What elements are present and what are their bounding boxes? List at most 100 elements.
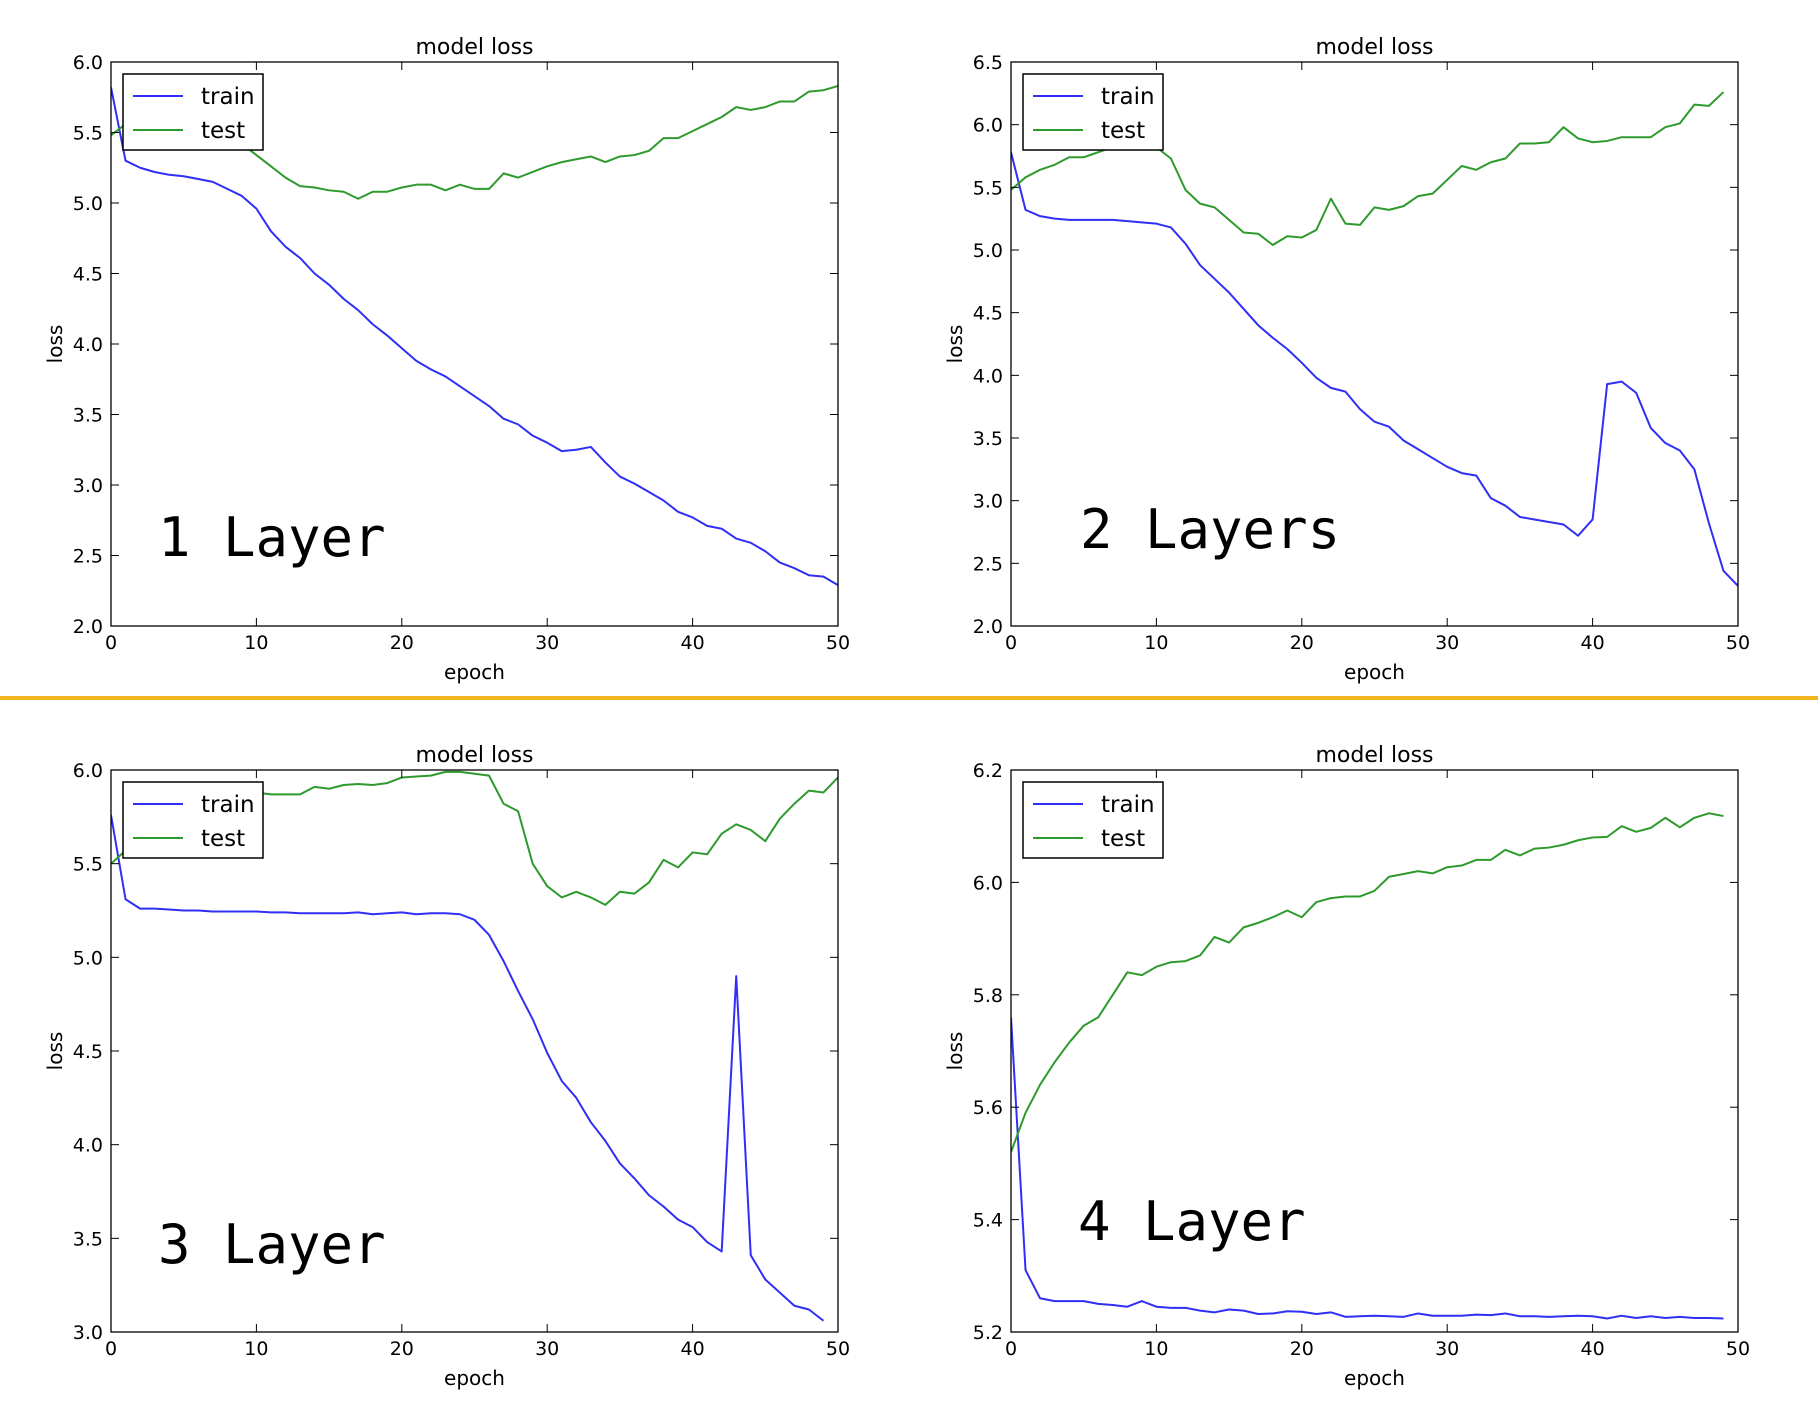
legend: train test	[1022, 781, 1164, 859]
legend-label-test: test	[201, 118, 245, 144]
plot-frame	[1010, 769, 1739, 1333]
x-tick-label: 10	[244, 632, 268, 654]
y-tick-label: 5.5	[73, 854, 103, 876]
y-tick-label: 2.0	[73, 616, 103, 638]
legend-label-train: train	[1101, 84, 1155, 110]
y-tick-label: 4.5	[973, 303, 1003, 325]
layer-annotation: 1 Layer	[158, 506, 386, 569]
x-tick-label: 40	[1581, 632, 1605, 654]
chart-title: model loss	[416, 35, 534, 60]
y-tick-label: 5.0	[973, 240, 1003, 262]
x-axis-label: epoch	[1344, 1366, 1405, 1390]
y-tick-label: 3.5	[973, 428, 1003, 450]
series-line-train	[111, 814, 825, 1322]
x-tick-label: 40	[1581, 1338, 1605, 1360]
x-tick-label: 0	[1005, 632, 1017, 654]
legend-box	[1022, 781, 1164, 859]
y-axis-label: loss	[43, 1032, 67, 1071]
y-tick-label: 6.0	[73, 52, 103, 74]
x-tick-label: 0	[1005, 1338, 1017, 1360]
legend-label-test: test	[1101, 826, 1145, 852]
y-tick-label: 5.0	[73, 193, 103, 215]
x-tick-label: 10	[1144, 632, 1168, 654]
x-tick-label: 40	[681, 1338, 705, 1360]
y-tick-label: 5.6	[973, 1097, 1003, 1119]
plot-frame	[1010, 61, 1739, 627]
y-tick-label: 6.0	[973, 115, 1003, 137]
y-axis-label: loss	[43, 325, 67, 364]
y-tick-label: 3.0	[973, 491, 1003, 513]
x-tick-label: 10	[1144, 1338, 1168, 1360]
legend: train test	[122, 781, 264, 859]
x-tick-label: 20	[390, 1338, 414, 1360]
layer-annotation: 3 Layer	[158, 1213, 386, 1276]
y-tick-label: 6.5	[973, 52, 1003, 74]
y-tick-label: 4.0	[73, 1135, 103, 1157]
legend-label-train: train	[1101, 792, 1155, 818]
y-tick-label: 5.4	[973, 1210, 1003, 1232]
x-tick-label: 0	[105, 1338, 117, 1360]
y-tick-label: 3.5	[73, 1228, 103, 1250]
legend: train test	[122, 73, 264, 151]
x-axis-label: epoch	[444, 660, 505, 684]
y-tick-label: 2.5	[973, 553, 1003, 575]
chart-panel-1: 0 10 20 30 40 50 2.0 2.5 3.0 3.5 4.0 4.5 5.0 5.5 6.0 mo…	[43, 35, 850, 684]
y-tick-label: 4.5	[73, 264, 103, 286]
x-tick-label: 50	[826, 632, 850, 654]
layer-annotation: 2 Layers	[1080, 498, 1340, 561]
chart-title: model loss	[1316, 35, 1434, 60]
legend-label-test: test	[1101, 118, 1145, 144]
x-tick-label: 0	[105, 632, 117, 654]
y-tick-label: 6.0	[973, 872, 1003, 894]
y-tick-label: 4.5	[73, 1041, 103, 1063]
x-tick-label: 40	[681, 632, 705, 654]
chart-panel-4: 0 10 20 30 40 50 5.2 5.4 5.6 5.8 6.0 6.2 model loss e…	[943, 743, 1750, 1390]
x-axis-label: epoch	[444, 1366, 505, 1390]
legend-label-train: train	[201, 84, 255, 110]
y-tick-label: 5.5	[973, 177, 1003, 199]
y-tick-label: 5.0	[73, 947, 103, 969]
x-tick-label: 50	[1726, 632, 1750, 654]
series-line-train	[1011, 1017, 1724, 1320]
legend-box	[122, 781, 264, 859]
y-axis-label: loss	[943, 1032, 967, 1071]
x-tick-label: 30	[1435, 632, 1459, 654]
x-tick-label: 20	[390, 632, 414, 654]
legend-label-train: train	[201, 792, 255, 818]
y-tick-label: 5.2	[973, 1322, 1003, 1344]
series-line-train	[1011, 151, 1738, 587]
x-tick-label: 10	[244, 1338, 268, 1360]
x-tick-label: 20	[1290, 632, 1314, 654]
x-tick-label: 30	[1435, 1338, 1459, 1360]
legend: train test	[1022, 73, 1164, 151]
x-axis-label: epoch	[1344, 660, 1405, 684]
layer-annotation: 4 Layer	[1078, 1190, 1306, 1253]
y-tick-label: 3.5	[73, 405, 103, 427]
y-tick-label: 4.0	[973, 365, 1003, 387]
chart-panel-3: 0 10 20 30 40 50 3.0 3.5 4.0 4.5 5.0 5.5 6.0 model lo…	[43, 743, 850, 1390]
legend-label-test: test	[201, 826, 245, 852]
y-tick-label: 5.5	[73, 123, 103, 145]
y-tick-label: 2.0	[973, 616, 1003, 638]
x-tick-label: 50	[826, 1338, 850, 1360]
chart-panel-2: 0 10 20 30 40 50 2.0 2.5 3.0 3.5 4.0 4.5 5.0 5.5 6.0 6.…	[943, 35, 1750, 684]
x-tick-label: 30	[535, 632, 559, 654]
x-tick-label: 30	[535, 1338, 559, 1360]
series-line-test	[1011, 812, 1724, 1153]
y-tick-label: 6.2	[973, 760, 1003, 782]
y-tick-label: 5.8	[973, 985, 1003, 1007]
series-line-train	[111, 87, 838, 586]
y-tick-label: 2.5	[73, 546, 103, 568]
y-tick-label: 3.0	[73, 1322, 103, 1344]
x-tick-label: 20	[1290, 1338, 1314, 1360]
y-tick-label: 3.0	[73, 475, 103, 497]
chart-title: model loss	[1316, 743, 1434, 768]
y-tick-label: 4.0	[73, 334, 103, 356]
legend-box	[122, 73, 264, 151]
chart-title: model loss	[416, 743, 534, 768]
y-axis-label: loss	[943, 325, 967, 364]
legend-box	[1022, 73, 1164, 151]
x-tick-label: 50	[1726, 1338, 1750, 1360]
y-tick-label: 6.0	[73, 760, 103, 782]
